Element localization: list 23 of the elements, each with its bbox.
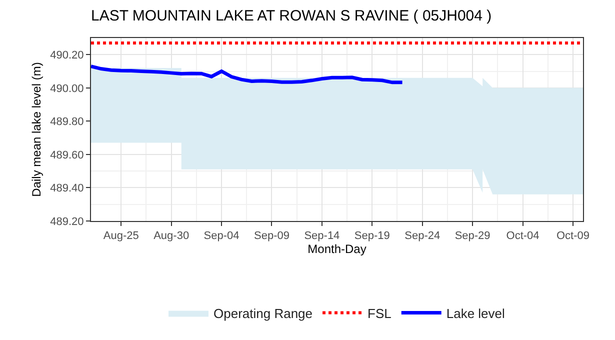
x-tick-label: Oct-04	[506, 230, 540, 242]
y-tick-label: 489.40	[50, 182, 84, 195]
y-tick-label: 489.20	[50, 216, 84, 228]
x-tick-label: Aug-30	[154, 230, 190, 242]
x-axis-title: Month-Day	[308, 242, 366, 256]
y-tick-label: 489.60	[50, 149, 84, 162]
legend-label: FSL	[368, 306, 392, 321]
x-tick-label: Sep-19	[354, 230, 390, 242]
x-tick-label: Sep-24	[404, 230, 440, 242]
legend-label: Operating Range	[214, 306, 313, 321]
line-series	[91, 64, 404, 84]
x-tick-label: Sep-09	[254, 230, 290, 242]
y-tick-label: 490.00	[50, 82, 84, 95]
x-tick-label: Sep-29	[454, 230, 490, 242]
y-axis-title: Daily mean lake level (m)	[29, 62, 44, 197]
y-tick-label: 490.20	[50, 49, 84, 62]
x-tick-label: Aug-25	[103, 230, 139, 242]
x-tick-label: Oct-09	[556, 230, 590, 242]
x-tick-label: Sep-14	[304, 230, 340, 242]
y-tick-label: 489.80	[50, 116, 84, 128]
x-tick-label: Sep-04	[204, 230, 240, 242]
chart-title: LAST MOUNTAIN LAKE AT ROWAN S RAVINE ( 05JH004 )	[91, 8, 492, 25]
legend-label: Lake level	[446, 306, 506, 321]
